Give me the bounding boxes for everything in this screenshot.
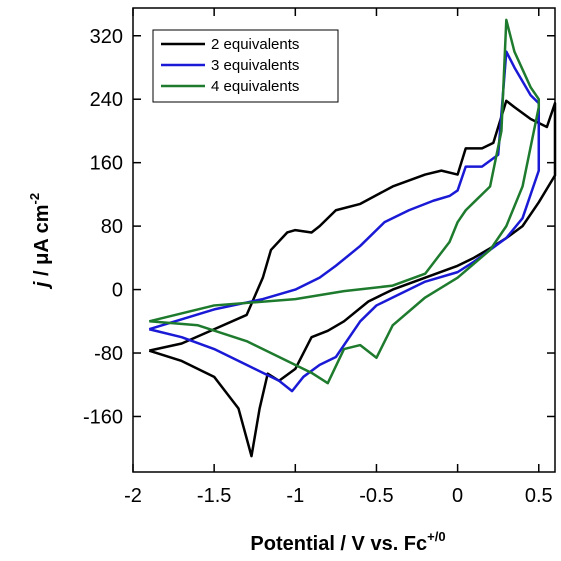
x-tick-label: -2 (124, 485, 142, 507)
y-label-sup: -2 (27, 193, 42, 205)
y-label-var: j (31, 281, 53, 290)
x-axis-label: Potential / V vs. Fc+/0 (250, 529, 445, 555)
y-tick-label: 320 (90, 26, 123, 48)
y-tick-label: -160 (83, 406, 123, 428)
x-tick-label: -1 (286, 485, 304, 507)
series-line (148, 99, 557, 458)
series-line (148, 18, 541, 385)
x-tick-label: -0.5 (359, 485, 393, 507)
y-axis-label: j / μA cm-2 (27, 193, 53, 290)
legend-label: 3 equivalents (211, 57, 299, 74)
y-tick-label: 0 (112, 280, 123, 302)
series-line (148, 50, 541, 393)
legend-label: 4 equivalents (211, 78, 299, 95)
y-tick-label: 80 (101, 216, 123, 238)
legend-label: 2 equivalents (211, 36, 299, 53)
x-tick-label: -1.5 (197, 485, 231, 507)
y-label-text: / μA cm (31, 204, 53, 281)
x-tick-label: 0 (452, 485, 463, 507)
y-tick-label: 240 (90, 89, 123, 111)
legend: 2 equivalents 3 equivalents 4 equivalents (152, 29, 339, 103)
x-label-sup: +/0 (427, 529, 445, 544)
y-tick-label: 160 (90, 153, 123, 175)
x-tick-label: 0.5 (525, 485, 553, 507)
plot-frame (132, 7, 556, 473)
x-label-text: Potential / V vs. Fc (250, 533, 427, 555)
y-tick-label: -80 (94, 343, 123, 365)
